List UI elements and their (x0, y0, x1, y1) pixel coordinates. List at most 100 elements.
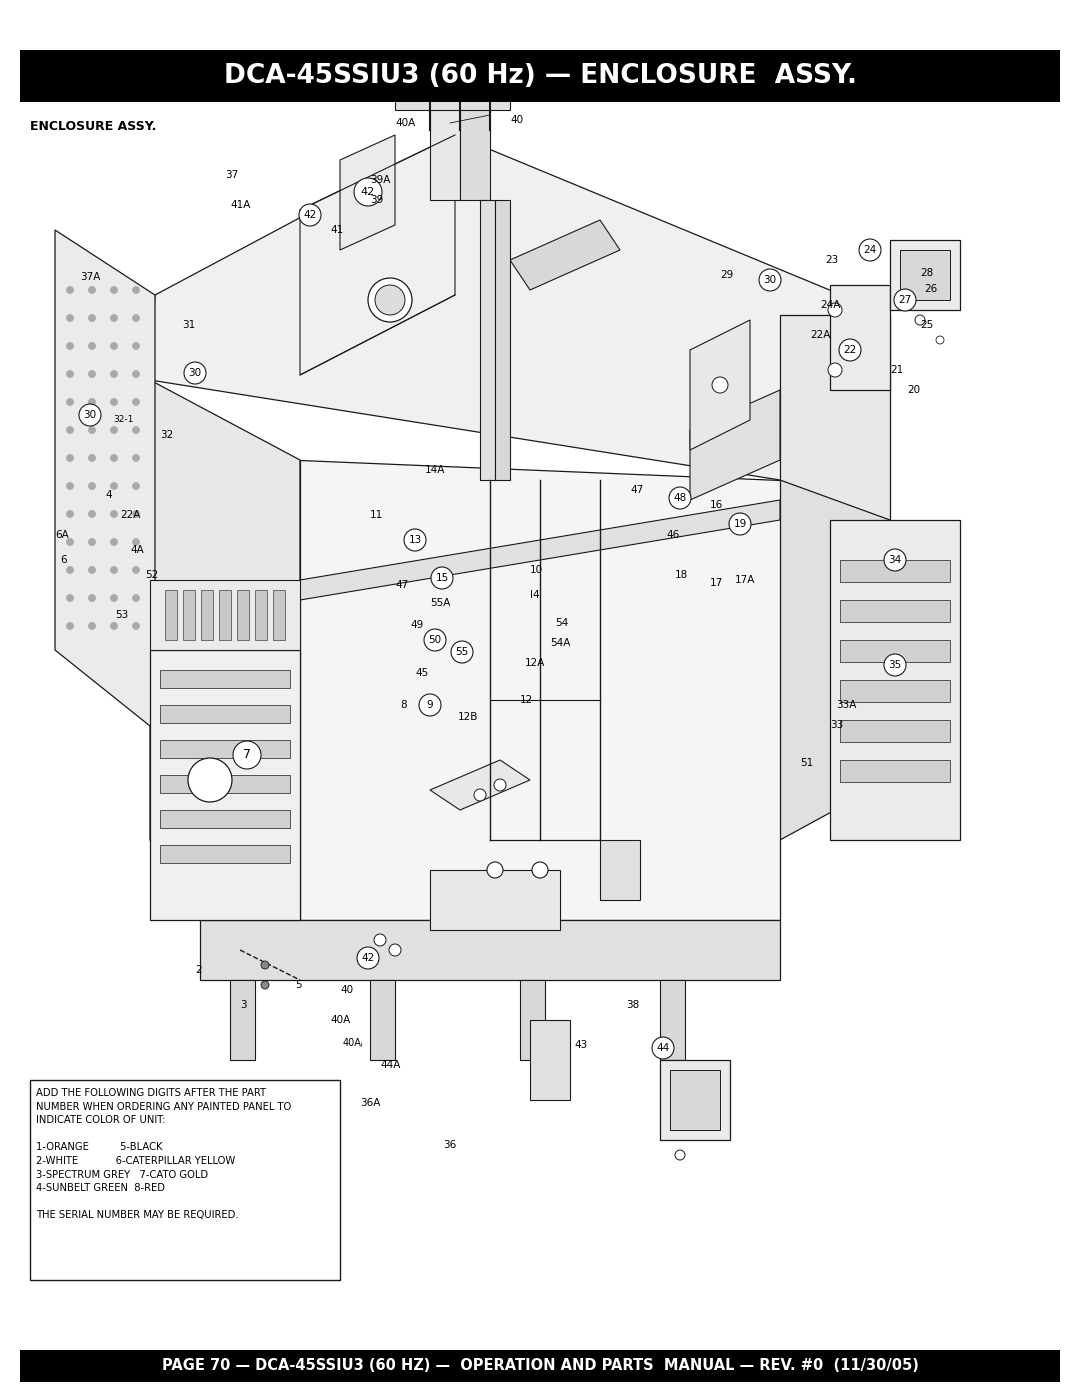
Text: 51: 51 (800, 759, 813, 768)
Text: 42: 42 (361, 187, 375, 197)
Polygon shape (600, 840, 640, 900)
Circle shape (368, 278, 411, 321)
Circle shape (675, 1150, 685, 1160)
Circle shape (828, 303, 842, 317)
Circle shape (67, 426, 73, 433)
Polygon shape (237, 590, 249, 640)
Polygon shape (201, 590, 213, 640)
Polygon shape (160, 740, 291, 759)
Polygon shape (780, 481, 890, 840)
Text: 32-1: 32-1 (113, 415, 133, 425)
Circle shape (133, 538, 139, 545)
Text: 12B: 12B (458, 712, 478, 722)
Text: PAGE 70 — DCA-45SSIU3 (60 HZ) —  OPERATION AND PARTS  MANUAL — REV. #0  (11/30/0: PAGE 70 — DCA-45SSIU3 (60 HZ) — OPERATIO… (162, 1358, 918, 1373)
Circle shape (133, 286, 139, 293)
Circle shape (233, 740, 261, 768)
Circle shape (89, 567, 95, 574)
Text: 38: 38 (626, 1000, 639, 1010)
Polygon shape (300, 500, 780, 599)
Text: 34: 34 (889, 555, 902, 564)
Text: 30: 30 (83, 409, 96, 420)
Circle shape (67, 623, 73, 630)
Text: 54: 54 (555, 617, 568, 629)
Polygon shape (300, 460, 780, 921)
Circle shape (67, 510, 73, 517)
Text: 14A: 14A (426, 465, 445, 475)
Circle shape (89, 538, 95, 545)
Text: 3: 3 (240, 1000, 246, 1010)
Circle shape (712, 377, 728, 393)
Text: 8: 8 (400, 700, 407, 710)
Circle shape (110, 623, 118, 630)
Text: 11: 11 (370, 510, 383, 520)
Circle shape (419, 694, 441, 717)
Bar (21, 50, 1059, 102)
Text: 31: 31 (183, 320, 195, 330)
Text: 22A: 22A (810, 330, 831, 339)
Polygon shape (160, 671, 291, 687)
Text: 36A: 36A (360, 1098, 380, 1108)
Text: 9: 9 (427, 700, 433, 710)
Circle shape (451, 641, 473, 664)
Polygon shape (690, 320, 750, 450)
Polygon shape (55, 231, 156, 731)
Text: 54A: 54A (550, 638, 570, 648)
Text: PAGE 70 — DCA-45SSIU3 (60 HZ) —  OPERATION AND PARTS  MANUAL — REV. #0  (11/30/0: PAGE 70 — DCA-45SSIU3 (60 HZ) — OPERATIO… (162, 1358, 918, 1373)
Polygon shape (160, 775, 291, 793)
Circle shape (261, 961, 269, 970)
Circle shape (487, 862, 503, 877)
Text: 5: 5 (295, 981, 301, 990)
Circle shape (67, 286, 73, 293)
Text: 33: 33 (831, 719, 843, 731)
Circle shape (133, 426, 139, 433)
Circle shape (133, 398, 139, 405)
Circle shape (188, 759, 232, 802)
Text: 37: 37 (225, 170, 239, 180)
Polygon shape (160, 705, 291, 724)
Bar (30, 1080, 340, 1280)
Circle shape (354, 177, 382, 205)
Text: 12A: 12A (525, 658, 545, 668)
Text: 36: 36 (443, 1140, 456, 1150)
Text: 10: 10 (530, 564, 543, 576)
Circle shape (133, 370, 139, 377)
Polygon shape (460, 89, 490, 200)
Circle shape (839, 339, 861, 360)
Text: 47: 47 (630, 485, 644, 495)
Circle shape (404, 529, 426, 550)
Text: ENCLOSURE ASSY.: ENCLOSURE ASSY. (30, 120, 157, 133)
Polygon shape (780, 314, 890, 520)
Polygon shape (890, 240, 960, 310)
Text: 6: 6 (60, 555, 67, 564)
Polygon shape (480, 200, 495, 481)
Text: 4A: 4A (130, 545, 144, 555)
Circle shape (374, 935, 386, 946)
Text: 47: 47 (395, 580, 408, 590)
Text: 26: 26 (924, 284, 937, 293)
Text: 12: 12 (519, 694, 534, 705)
Circle shape (494, 780, 507, 791)
Text: 30: 30 (188, 367, 202, 379)
Circle shape (89, 286, 95, 293)
Circle shape (894, 289, 916, 312)
Text: 55: 55 (456, 647, 469, 657)
Circle shape (89, 370, 95, 377)
Polygon shape (183, 590, 195, 640)
Bar (21, 1350, 1059, 1382)
Circle shape (424, 629, 446, 651)
Circle shape (299, 204, 321, 226)
Polygon shape (150, 650, 300, 921)
Polygon shape (370, 981, 395, 1060)
Text: 33A: 33A (836, 700, 856, 710)
Circle shape (110, 595, 118, 602)
Circle shape (936, 337, 944, 344)
Polygon shape (160, 810, 291, 828)
Text: 29: 29 (720, 270, 733, 279)
Text: 18: 18 (675, 570, 688, 580)
Text: 17A: 17A (735, 576, 755, 585)
Polygon shape (660, 1060, 730, 1140)
Text: 24: 24 (863, 244, 877, 256)
Circle shape (67, 398, 73, 405)
Text: 44A: 44A (380, 1060, 401, 1070)
Circle shape (89, 342, 95, 349)
